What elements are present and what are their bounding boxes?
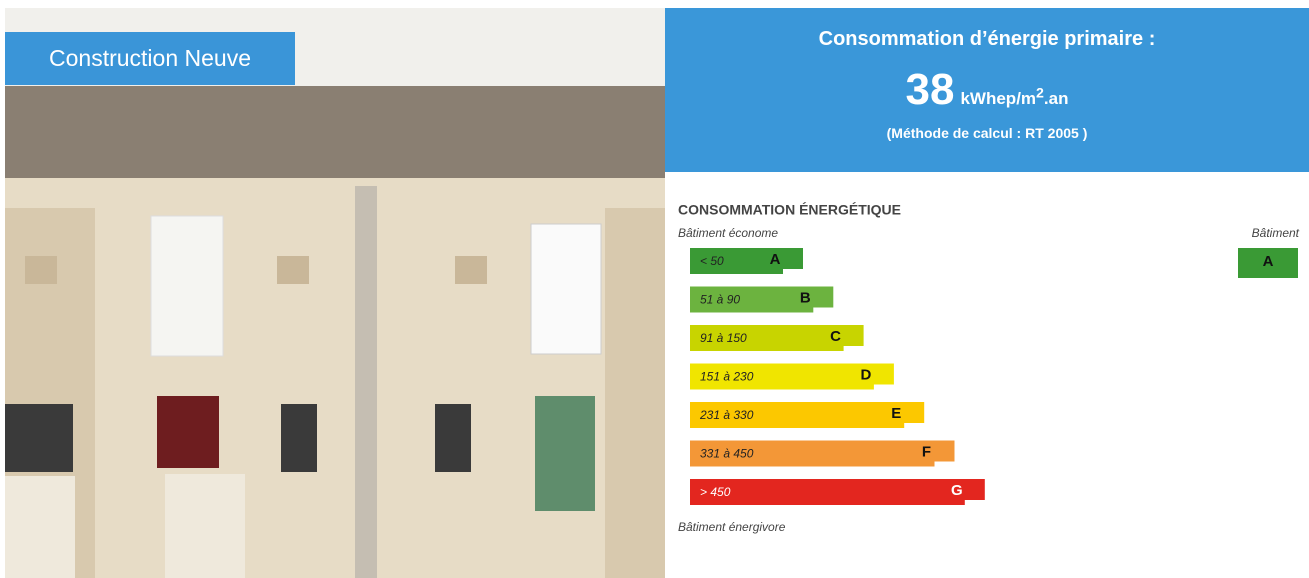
consumption: 38 kWhep/m2.an: [665, 65, 1309, 115]
consumption-value: 38: [906, 65, 955, 114]
page: Construction Neuve Consommation d’énergi…: [0, 0, 1309, 578]
photo-label: Construction Neuve: [5, 32, 295, 85]
class-letter: E: [891, 405, 901, 422]
unit: kWhep/m2.an: [960, 89, 1068, 108]
class-range: 91 à 150: [700, 331, 747, 345]
class-letter: F: [922, 443, 931, 460]
house-photo: [5, 8, 665, 578]
building-label: Bâtiment: [1252, 226, 1300, 240]
building-class: A: [1263, 253, 1274, 270]
header: Consommation d’énergie primaire : 38 kWhe…: [665, 8, 1309, 172]
class-range: > 450: [700, 485, 731, 499]
class-range: 231 à 330: [699, 408, 754, 422]
class-letter: B: [800, 289, 811, 306]
top-label: Bâtiment économe: [678, 226, 778, 240]
method: (Méthode de calcul : RT 2005 ): [665, 125, 1309, 141]
class-range: 151 à 230: [700, 370, 754, 384]
class-letter: C: [830, 328, 841, 345]
unit-base: kWhep/m: [960, 89, 1036, 108]
class-range: 331 à 450: [700, 447, 754, 461]
class-bar: [690, 479, 985, 505]
header-title: Consommation d’énergie primaire :: [665, 28, 1309, 51]
class-letter: D: [860, 366, 871, 383]
bottom-label: Bâtiment énergivore: [678, 520, 786, 534]
unit-exponent: 2: [1036, 85, 1044, 101]
energy-scale: CONSOMMATION ÉNERGÉTIQUE Bâtiment économ…: [665, 180, 1309, 578]
scale-title: CONSOMMATION ÉNERGÉTIQUE: [678, 202, 901, 218]
class-range: < 50: [700, 254, 724, 268]
class-range: 51 à 90: [700, 293, 740, 307]
class-letter: G: [951, 482, 963, 499]
unit-suffix: .an: [1044, 89, 1069, 108]
class-letter: A: [770, 251, 781, 268]
